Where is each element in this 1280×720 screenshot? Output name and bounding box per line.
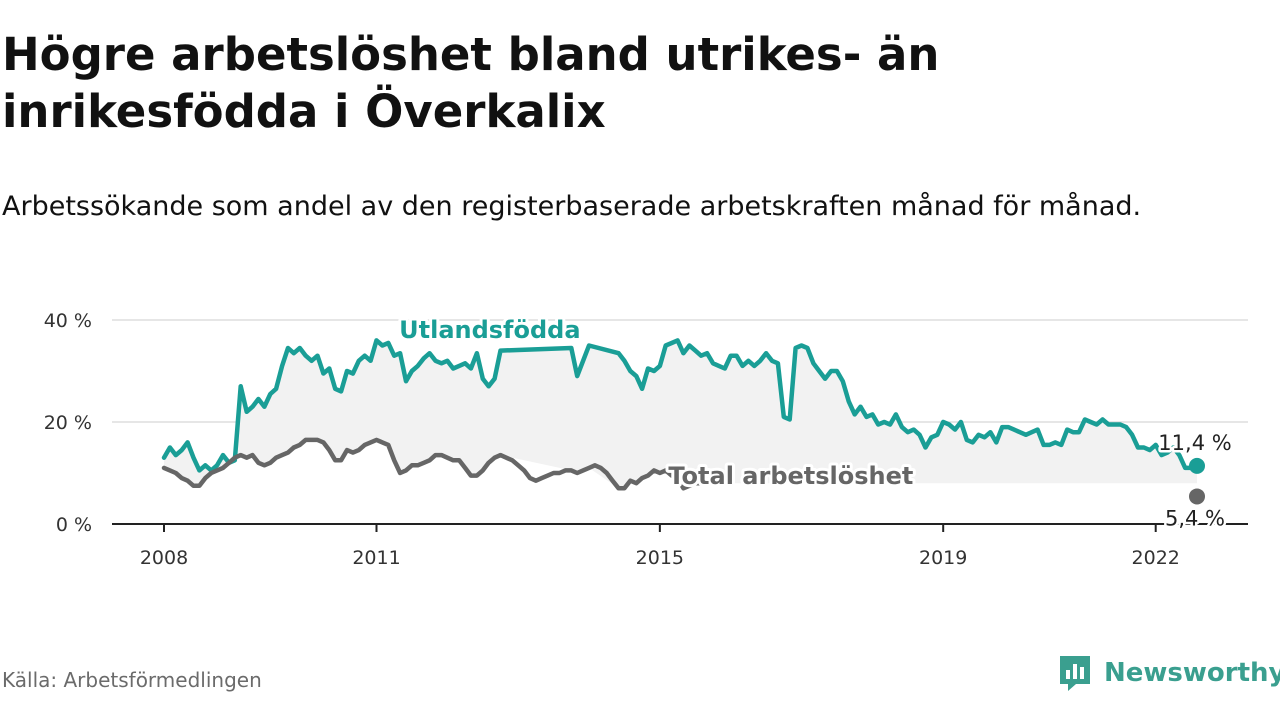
series-lines: [161, 338, 1205, 505]
series-label-total-halo: Total arbetslöshet: [668, 462, 913, 490]
y-tick-label: 40 %: [44, 310, 92, 332]
x-tick-label: 2022: [1132, 547, 1180, 569]
end-marker-total: [1189, 488, 1205, 505]
shaded-difference-area: [164, 340, 1197, 489]
end-label-utlandsfodda: 11,4 %: [1158, 431, 1231, 455]
x-tick-label: 2019: [919, 547, 967, 569]
x-axis: 2008 2011 2015 2019 2022: [112, 523, 1248, 569]
series-label-utlandsfodda-halo: Utlandsfödda: [399, 316, 580, 344]
source-note: Källa: Arbetsförmedlingen: [2, 668, 262, 692]
series-line-total: [161, 437, 716, 491]
y-tick-label: 20 %: [44, 412, 92, 434]
brand-name: Newsworthy: [1104, 658, 1280, 688]
x-tick-label: 2011: [352, 547, 400, 569]
end-label-utlandsfodda-halo: 11,4 %: [1158, 431, 1231, 455]
end-label-total-halo: 5,4 %: [1165, 506, 1225, 530]
y-tick-label: 0 %: [56, 514, 92, 536]
series-label-total: Total arbetslöshet: [668, 462, 913, 490]
difference-band: [164, 340, 1197, 489]
end-marker-utlandsfodda: [1189, 457, 1205, 474]
newsworthy-icon: [1060, 656, 1090, 691]
end-label-total: 5,4 %: [1165, 506, 1225, 530]
series-line-utlandsfodda: [161, 338, 1200, 473]
chart-title: Högre arbetslöshet bland utrikes- än inr…: [2, 28, 940, 138]
x-tick-label: 2008: [140, 547, 188, 569]
series-label-utlandsfodda: Utlandsfödda: [399, 316, 580, 344]
chart-subtitle: Arbetssökande som andel av den registerb…: [2, 191, 1142, 222]
line-chart: 0 % 20 % 40 % 2008 2011 2015 2019 2022 Utlands…: [44, 310, 1248, 569]
newsworthy-logo: Newsworthy: [1058, 654, 1280, 692]
x-tick-label: 2015: [636, 547, 684, 569]
